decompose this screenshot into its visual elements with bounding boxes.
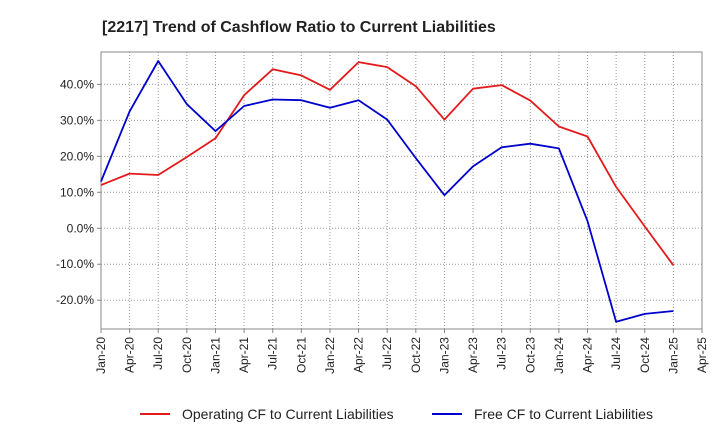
x-axis-ticks: Jan-20 Apr-20 Jul-20 Oct-20 Jan-21 Apr-21 Jul-… [94,329,709,374]
x-tick-label: Jan-21 [208,337,222,374]
legend-label-0: Operating CF to Current Liabilities [182,406,394,422]
x-tick-label: Jul-20 [151,337,165,370]
y-tick-label: 20.0% [60,149,94,163]
x-tick-label: Jan-20 [94,337,108,374]
x-tick-label: Jan-22 [323,337,337,374]
series-line-0 [100,61,675,266]
x-tick-label: Apr-25 [695,337,709,373]
series-layer [100,60,675,323]
plot-frame [100,51,703,330]
x-tick-label: Apr-22 [352,337,366,373]
x-tick-label: Apr-20 [123,337,137,373]
x-tick-label: Apr-23 [466,337,480,373]
y-axis-ticks: 40.0% 30.0% 20.0% 10.0% 0.0% -10.0% -20.0% [56,77,101,307]
x-tick-label: Jul-22 [380,337,394,370]
x-tick-label: Jan-25 [666,337,680,374]
y-tick-label: 40.0% [60,77,94,91]
series-line-1 [100,60,674,323]
x-tick-label: Oct-20 [180,337,194,373]
x-tick-label: Oct-21 [294,337,308,373]
x-tick-label: Jan-24 [552,337,566,374]
x-tick-label: Jan-23 [437,337,451,374]
x-tick-label: Jul-24 [609,337,623,370]
x-tick-label: Jul-21 [266,337,280,370]
x-tick-label: Oct-22 [409,337,423,373]
x-tick-label: Oct-24 [638,337,652,373]
grid [101,52,702,329]
chart-title: [2217] Trend of Cashflow Ratio to Curren… [102,19,496,36]
legend-label-1: Free CF to Current Liabilities [474,406,653,422]
x-tick-label: Apr-21 [237,337,251,373]
y-tick-label: 0.0% [67,221,95,235]
y-tick-label: 30.0% [60,113,94,127]
y-tick-label: -10.0% [56,257,94,271]
x-tick-label: Apr-24 [581,337,595,373]
y-tick-label: 10.0% [60,185,94,199]
x-tick-label: Jul-23 [495,337,509,370]
y-tick-label: -20.0% [56,293,94,307]
x-tick-label: Oct-23 [523,337,537,373]
legend: Operating CF to Current Liabilities Free … [140,406,653,422]
